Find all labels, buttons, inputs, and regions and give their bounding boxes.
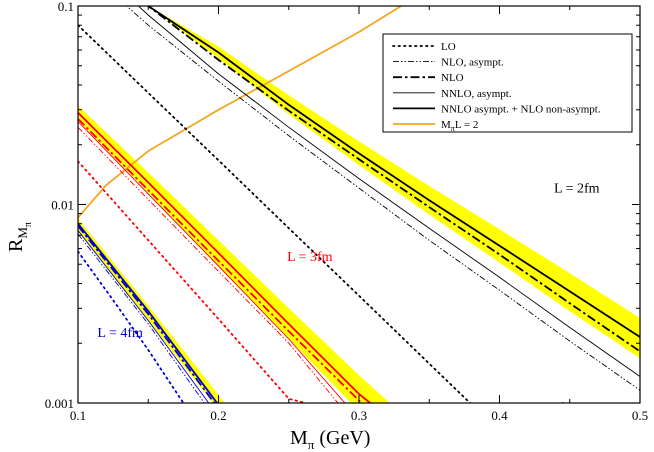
series-l-3fm-nnlo-asympt-nlo-non-asympt: [78, 112, 371, 403]
x-tick-label: 0.4: [491, 408, 508, 423]
series-l-4fm-nlo-asympt: [78, 233, 205, 403]
annotation-l-3fm: L = 3fm: [287, 250, 333, 265]
legend-label-2: NLO: [441, 72, 464, 84]
y-axis-title-group: RMπ: [5, 222, 34, 252]
series-l-3fm-nnlo-asympt: [78, 121, 346, 403]
series-l-2fm-lo: [78, 24, 564, 403]
x-tick-label: 0.2: [210, 408, 226, 423]
series-lines: [78, 6, 640, 403]
legend-label-3: NNLO, asympt.: [441, 88, 512, 100]
series-mpil-2: [78, 6, 402, 219]
series-l-4fm-nnlo-asympt-nlo-non-asympt: [78, 223, 218, 403]
tick-labels: 0.1 0.2 0.3 0.4 0.5 0.001 0.01 0.1: [45, 0, 648, 423]
band-l-2fm: [148, 6, 640, 359]
series-l-4fm-nnlo-asympt: [78, 230, 210, 403]
series-l-2fm-nlo: [146, 6, 640, 353]
uncertainty-bands: [78, 6, 640, 403]
legend-box: [382, 33, 633, 133]
legend-label-0: LO: [441, 41, 456, 53]
series-l-3fm-nlo-asympt: [78, 126, 339, 403]
legend-label-1: NLO, asympt.: [441, 57, 504, 69]
y-tick-label: 0.1: [58, 0, 74, 14]
series-l-2fm-nnlo-asympt-nlo-non-asympt: [146, 6, 640, 338]
annotation-l-4fm: L = 4fm: [97, 326, 143, 341]
x-tick-label: 0.5: [632, 408, 648, 423]
legend-label-5: MπL = 2: [441, 119, 478, 133]
series-l-2fm-nlo-asympt: [125, 6, 640, 391]
y-tick-label: 0.001: [45, 396, 74, 411]
x-tick-label: 0.1: [70, 408, 86, 423]
axis-ticks: [77, 5, 641, 404]
series-l-4fm-nlo: [78, 225, 216, 403]
series-l-3fm-lo: [78, 160, 307, 403]
y-tick-label: 0.01: [51, 198, 74, 213]
band-l-3fm: [78, 105, 390, 403]
band-l-4fm: [78, 218, 225, 403]
series-l-2fm-nnlo-asympt: [137, 6, 640, 377]
legend: LO NLO, asympt. NLO NNLO, asympt. NNLO asymp…: [382, 33, 633, 133]
annotations: L = 2fm L = 3fm L = 4fm: [97, 181, 599, 341]
legend-label-4: NNLO asympt. + NLO non-asympt.: [441, 103, 601, 115]
x-tick-label: 0.3: [351, 408, 367, 423]
y-axis-title: RMπ: [5, 222, 34, 252]
annotation-l-2fm: L = 2fm: [554, 181, 600, 196]
x-axis-title: Mπ (GeV): [290, 427, 370, 452]
